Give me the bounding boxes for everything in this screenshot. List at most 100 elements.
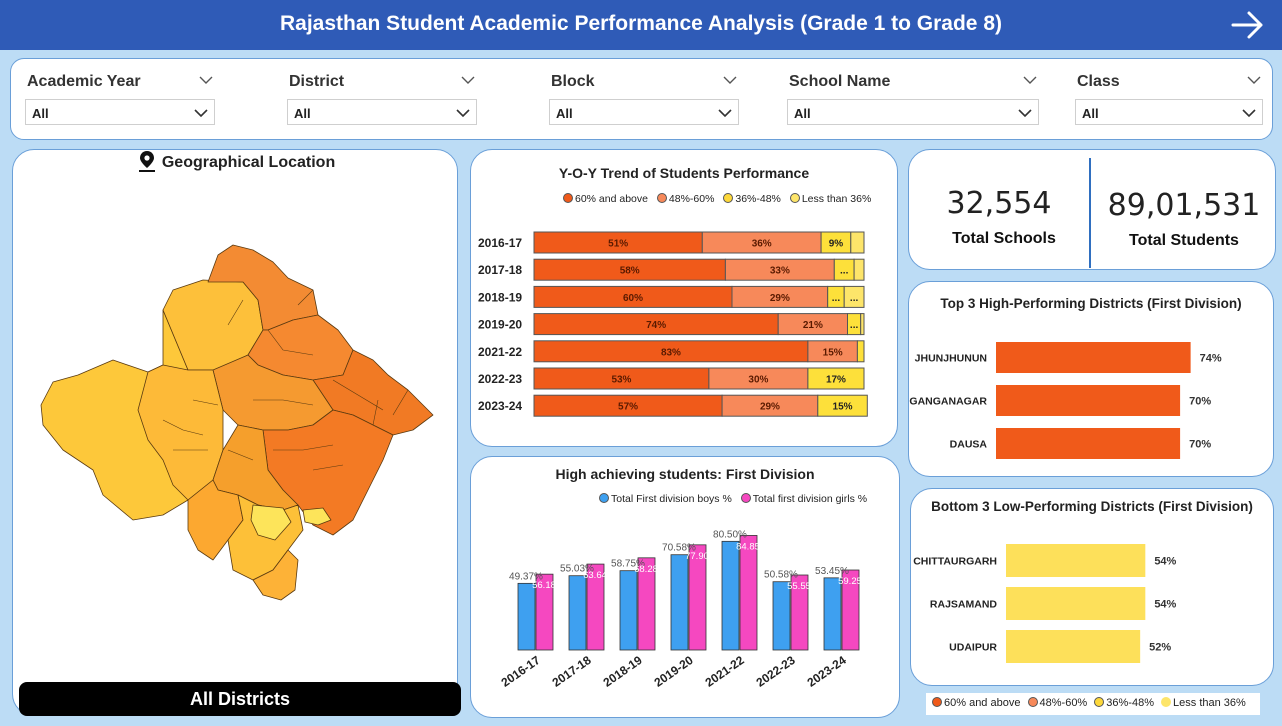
girls-data-label: 56.18 [532, 580, 556, 591]
yoy-data-label: 9% [829, 239, 844, 250]
district-bar [1006, 630, 1141, 663]
girls-data-label: 55.55 [787, 581, 811, 592]
legend-dot [723, 193, 734, 203]
first-division-category-label: 2016-17 [499, 653, 543, 690]
yoy-bar-segment [807, 367, 865, 390]
yoy-data-label: 36% [752, 239, 772, 250]
yoy-data-label: 21% [803, 320, 823, 331]
first-division-legend: Total First division boys % Total first … [599, 493, 873, 505]
total-schools-label: Total Schools [952, 230, 1056, 247]
first-division-category-label: 2018-19 [601, 653, 645, 690]
boys-data-label: 58.75% [611, 559, 645, 570]
boys-bar [568, 575, 587, 651]
chevron-down-icon [1242, 109, 1256, 118]
legend-item: 36%-48% [723, 193, 781, 205]
legend-label: Less than 36% [801, 193, 872, 205]
legend-item: Less than 36% [1161, 697, 1246, 709]
legend-dot [599, 493, 609, 503]
boys-bar [670, 554, 689, 651]
top-districts-card: Top 3 High-Performing Districts (First D… [908, 281, 1274, 477]
yoy-stacked-bar-chart[interactable]: 2016-17 51% 36% 9% 2017-18 58% 33% ... 2018-19 60… [471, 150, 899, 448]
legend-item: Total First division boys % [599, 493, 732, 505]
girls-bar [586, 563, 605, 651]
yoy-data-label: ... [850, 320, 859, 331]
district-name-label: GANGANAGAR [909, 396, 987, 408]
arrow-right-icon[interactable] [1230, 8, 1266, 42]
bottom-districts-title: Bottom 3 Low-Performing Districts (First… [931, 499, 1253, 514]
yoy-data-label: 83% [661, 347, 681, 358]
filter-district: District All [287, 71, 477, 131]
district-value-label: 74% [1200, 353, 1222, 365]
filter-academic-year: Academic Year All [25, 71, 215, 131]
legend-label: Less than 36% [1173, 697, 1246, 709]
legend-item: Total first division girls % [740, 493, 867, 505]
yoy-data-label: ... [840, 266, 849, 277]
legend-label: 48%-60% [1039, 697, 1088, 709]
yoy-data-label: 51% [608, 239, 628, 250]
boys-bar [772, 581, 791, 651]
yoy-category-label: 2023-24 [478, 399, 522, 413]
all-districts-button[interactable]: All Districts [19, 682, 461, 716]
chevron-down-icon[interactable] [461, 73, 475, 87]
block-select[interactable]: All [549, 99, 739, 125]
yoy-data-label: 15% [833, 402, 853, 413]
chevron-down-icon[interactable] [199, 73, 213, 87]
legend-dot [1094, 697, 1105, 707]
boys-data-label: 50.58% [764, 570, 798, 581]
yoy-data-label: 17% [826, 375, 846, 386]
first-division-category-label: 2022-23 [754, 653, 798, 690]
select-value: All [1082, 106, 1099, 121]
first-division-bar-chart[interactable]: 49.37%56.18 2016-17 55.03%63.64 2017-18 58.7… [471, 457, 901, 719]
select-value: All [794, 106, 811, 121]
yoy-data-label: 29% [760, 402, 780, 413]
chevron-down-icon[interactable] [1023, 73, 1037, 87]
total-schools-value: 32,554 [946, 186, 1052, 221]
district-name-label: DAUSA [950, 439, 988, 451]
bottom-districts-bar-chart[interactable]: CHITTAURGARH 54% RAJSAMAND 54% UDAIPUR 52% [911, 489, 1275, 687]
filter-class: Class All [1075, 71, 1263, 131]
class-select[interactable]: All [1075, 99, 1263, 125]
boys-bar [517, 582, 536, 651]
girls-bar [688, 544, 707, 651]
yoy-data-label: 58% [620, 266, 640, 277]
filter-label: Academic Year [27, 73, 141, 90]
map-title: Geographical Location [161, 154, 336, 171]
girls-bar [790, 574, 809, 651]
yoy-bar-segment [843, 285, 865, 308]
first-division-category-label: 2019-20 [652, 653, 696, 690]
yoy-data-label: 29% [770, 293, 790, 304]
district-name-label: CHITTAURGARH [913, 556, 997, 568]
girls-bar [739, 535, 758, 651]
legend-item: 60% and above [563, 193, 648, 205]
filter-block: Block All [549, 71, 739, 131]
girls-bar [535, 573, 554, 651]
girls-data-label: 84.85 [736, 541, 760, 552]
girls-data-label: 68.28 [634, 564, 658, 575]
yoy-data-label: 53% [611, 375, 631, 386]
district-value-label: 70% [1189, 396, 1211, 408]
district-bar [1006, 544, 1146, 577]
district-color-legend: 60% and above 48%-60% 36%-48% Less than … [926, 693, 1260, 715]
legend-dot [656, 193, 667, 203]
yoy-category-label: 2016-17 [478, 236, 522, 250]
district-select[interactable]: All [287, 99, 477, 125]
first-division-chart-title: High achieving students: First Division [555, 466, 815, 482]
total-students-value: 89,01,531 [1107, 188, 1261, 223]
district-name-label: RAJSAMAND [930, 599, 998, 611]
boys-data-label: 55.03% [560, 564, 594, 575]
filter-school-name: School Name All [787, 71, 1039, 131]
top-districts-bar-chart[interactable]: JHUNJHUNUN 74% GANGANAGAR 70% DAUSA 70% [909, 282, 1275, 478]
chevron-down-icon[interactable] [1247, 73, 1261, 87]
district-bar [996, 385, 1181, 416]
school-name-select[interactable]: All [787, 99, 1039, 125]
header-bar: Rajasthan Student Academic Performance A… [0, 0, 1282, 50]
yoy-category-label: 2019-20 [478, 318, 522, 332]
chevron-down-icon[interactable] [723, 73, 737, 87]
kpi-card: 32,554 Total Schools 89,01,531 Total Stu… [908, 149, 1276, 270]
boys-data-label: 49.37% [509, 571, 543, 582]
district-map[interactable] [13, 150, 459, 690]
district-value-label: 54% [1154, 556, 1176, 568]
district-bar [996, 428, 1181, 459]
district-bar [996, 342, 1191, 373]
academic-year-select[interactable]: All [25, 99, 215, 125]
